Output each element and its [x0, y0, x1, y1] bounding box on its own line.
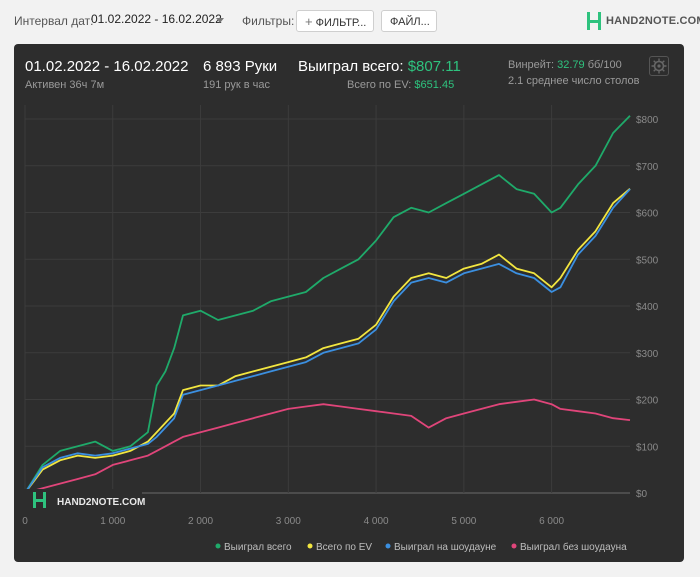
legend-label: Выиграл на шоудауне: [394, 542, 497, 553]
y-tick-label: $300: [636, 349, 659, 360]
winrate: Винрейт: 32.79 бб/100: [508, 59, 622, 71]
settings-button[interactable]: [649, 56, 669, 76]
hand2note-logo-icon: [587, 12, 601, 30]
legend-marker: [215, 543, 221, 549]
won-total-label: Выиграл всего:: [298, 58, 404, 75]
series-line: [24, 115, 631, 494]
series-line: [24, 188, 631, 494]
plus-icon: +: [305, 14, 313, 29]
ev-total-value: $651.45: [414, 79, 455, 91]
legend-marker: [385, 543, 391, 549]
winrate-label: Винрейт:: [508, 59, 555, 71]
legend-label: Выиграл всего: [224, 542, 292, 553]
y-tick-label: $500: [636, 255, 659, 266]
watermark-logo-icon: [33, 492, 36, 508]
watermark-logo-icon: [36, 499, 43, 502]
y-tick-label: $400: [636, 302, 659, 313]
y-tick-label: $100: [636, 442, 659, 453]
x-tick-label: 5 000: [451, 516, 476, 527]
logo-text: HAND2NOTE.COM: [606, 15, 700, 27]
x-tick-label: 6 000: [539, 516, 564, 527]
file-button[interactable]: ФАЙЛ...: [381, 10, 437, 32]
legend-label: Выиграл без шоудауна: [520, 541, 627, 553]
legend-marker: [511, 543, 517, 549]
winrate-value: 32.79: [557, 59, 585, 71]
filter-button[interactable]: + ФИЛЬТР...: [296, 10, 374, 32]
watermark-logo-icon: [43, 492, 46, 508]
y-tick-label: $600: [636, 209, 659, 220]
winrate-unit: бб/100: [587, 59, 622, 71]
date-interval-select[interactable]: 01.02.2022 - 16.02.2022: [91, 12, 222, 26]
x-tick-label: 4 000: [364, 516, 389, 527]
stats-panel: 01.02.2022 - 16.02.2022 Активен 36ч 7м 6…: [14, 44, 684, 562]
date-interval-label: Интервал дат:: [14, 14, 94, 28]
x-tick-label: 2 000: [188, 516, 213, 527]
series-line: [24, 188, 631, 494]
hands-count: 6 893 Руки: [203, 58, 278, 75]
legend-marker: [307, 543, 313, 549]
chevron-down-icon[interactable]: [216, 18, 224, 23]
ev-total: Всего по EV: $651.45: [347, 79, 454, 91]
x-tick-label: 0: [22, 516, 28, 527]
y-tick-label: $700: [636, 162, 659, 173]
avg-tables: 2.1 среднее число столов: [508, 75, 640, 87]
y-tick-label: $800: [636, 115, 659, 126]
hands-per-hour: 191 рук в час: [203, 79, 271, 91]
date-range: 01.02.2022 - 16.02.2022: [25, 58, 189, 75]
file-button-label: ФАЙЛ...: [390, 16, 430, 28]
x-tick-label: 1 000: [100, 516, 125, 527]
ev-total-label: Всего по EV:: [347, 79, 412, 91]
watermark-bg: [22, 489, 142, 511]
won-total: Выиграл всего: $807.11: [298, 58, 461, 75]
won-total-value: $807.11: [407, 58, 461, 75]
x-tick-label: 3 000: [276, 516, 301, 527]
watermark-text: HAND2NOTE.COM: [57, 497, 145, 508]
filter-button-label: ФИЛЬТР...: [315, 17, 367, 29]
top-toolbar: Интервал дат: 01.02.2022 - 16.02.2022 Фи…: [0, 0, 700, 42]
watermark: HAND2NOTE.COM: [22, 489, 145, 511]
legend-label: Всего по EV: [316, 542, 372, 553]
filters-label: Фильтры:: [242, 14, 295, 28]
y-tick-label: $0: [636, 489, 648, 500]
y-tick-label: $200: [636, 396, 659, 407]
active-time: Активен 36ч 7м: [25, 79, 105, 91]
gear-icon: [651, 58, 667, 74]
series-line: [24, 398, 631, 494]
